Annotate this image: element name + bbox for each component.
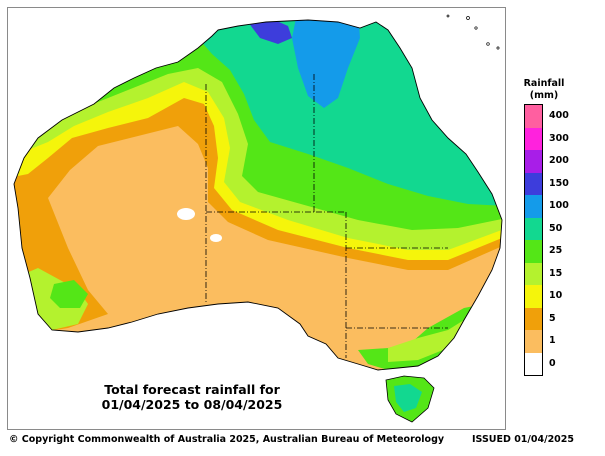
band-100mm <box>292 20 360 108</box>
legend-color-scale <box>524 104 543 376</box>
legend-swatch-200 <box>525 150 542 173</box>
legend-swatch-0 <box>525 352 542 375</box>
map-caption: Total forecast rainfall for 01/04/2025 t… <box>92 382 292 412</box>
legend-swatch-400 <box>525 105 542 128</box>
legend-swatch-150 <box>525 172 542 195</box>
legend-swatch-10 <box>525 285 542 308</box>
legend-swatch-15 <box>525 262 542 285</box>
legend-label-150: 150 <box>549 177 569 189</box>
legend-swatch-50 <box>525 217 542 240</box>
legend-label-0: 0 <box>549 357 556 369</box>
legend-title: Rainfall (mm) <box>520 78 568 102</box>
legend-swatch-5 <box>525 307 542 330</box>
state-borders <box>205 74 448 358</box>
rainfall-map-graphic <box>8 8 505 429</box>
legend-swatch-25 <box>525 240 542 263</box>
legend-label-400: 400 <box>549 110 569 122</box>
legend-swatch-1 <box>525 330 542 353</box>
legend-label-1: 1 <box>549 335 556 347</box>
copyright-text: © Copyright Commonwealth of Australia 20… <box>9 434 445 445</box>
band-150mm <box>248 20 292 44</box>
legend-label-200: 200 <box>549 155 569 167</box>
caption-line-1: Total forecast rainfall for <box>104 382 280 397</box>
legend-swatch-300 <box>525 127 542 150</box>
legend-label-15: 15 <box>549 267 563 279</box>
legend-label-25: 25 <box>549 245 563 257</box>
legend-label-5: 5 <box>549 312 556 324</box>
coastline <box>13 19 503 371</box>
rainfall-map: Total forecast rainfall for 01/04/2025 t… <box>7 7 506 430</box>
legend-label-300: 300 <box>549 132 569 144</box>
legend-title-line-2: (mm) <box>529 90 559 101</box>
legend-title-line-1: Rainfall <box>523 78 565 89</box>
issued-date: ISSUED 01/04/2025 <box>472 434 575 445</box>
legend-swatch-100 <box>525 195 542 218</box>
legend-label-10: 10 <box>549 290 563 302</box>
legend-label-50: 50 <box>549 222 563 234</box>
caption-line-2: 01/04/2025 to 08/04/2025 <box>101 397 283 412</box>
legend-label-100: 100 <box>549 200 569 212</box>
tasmania <box>385 375 435 423</box>
